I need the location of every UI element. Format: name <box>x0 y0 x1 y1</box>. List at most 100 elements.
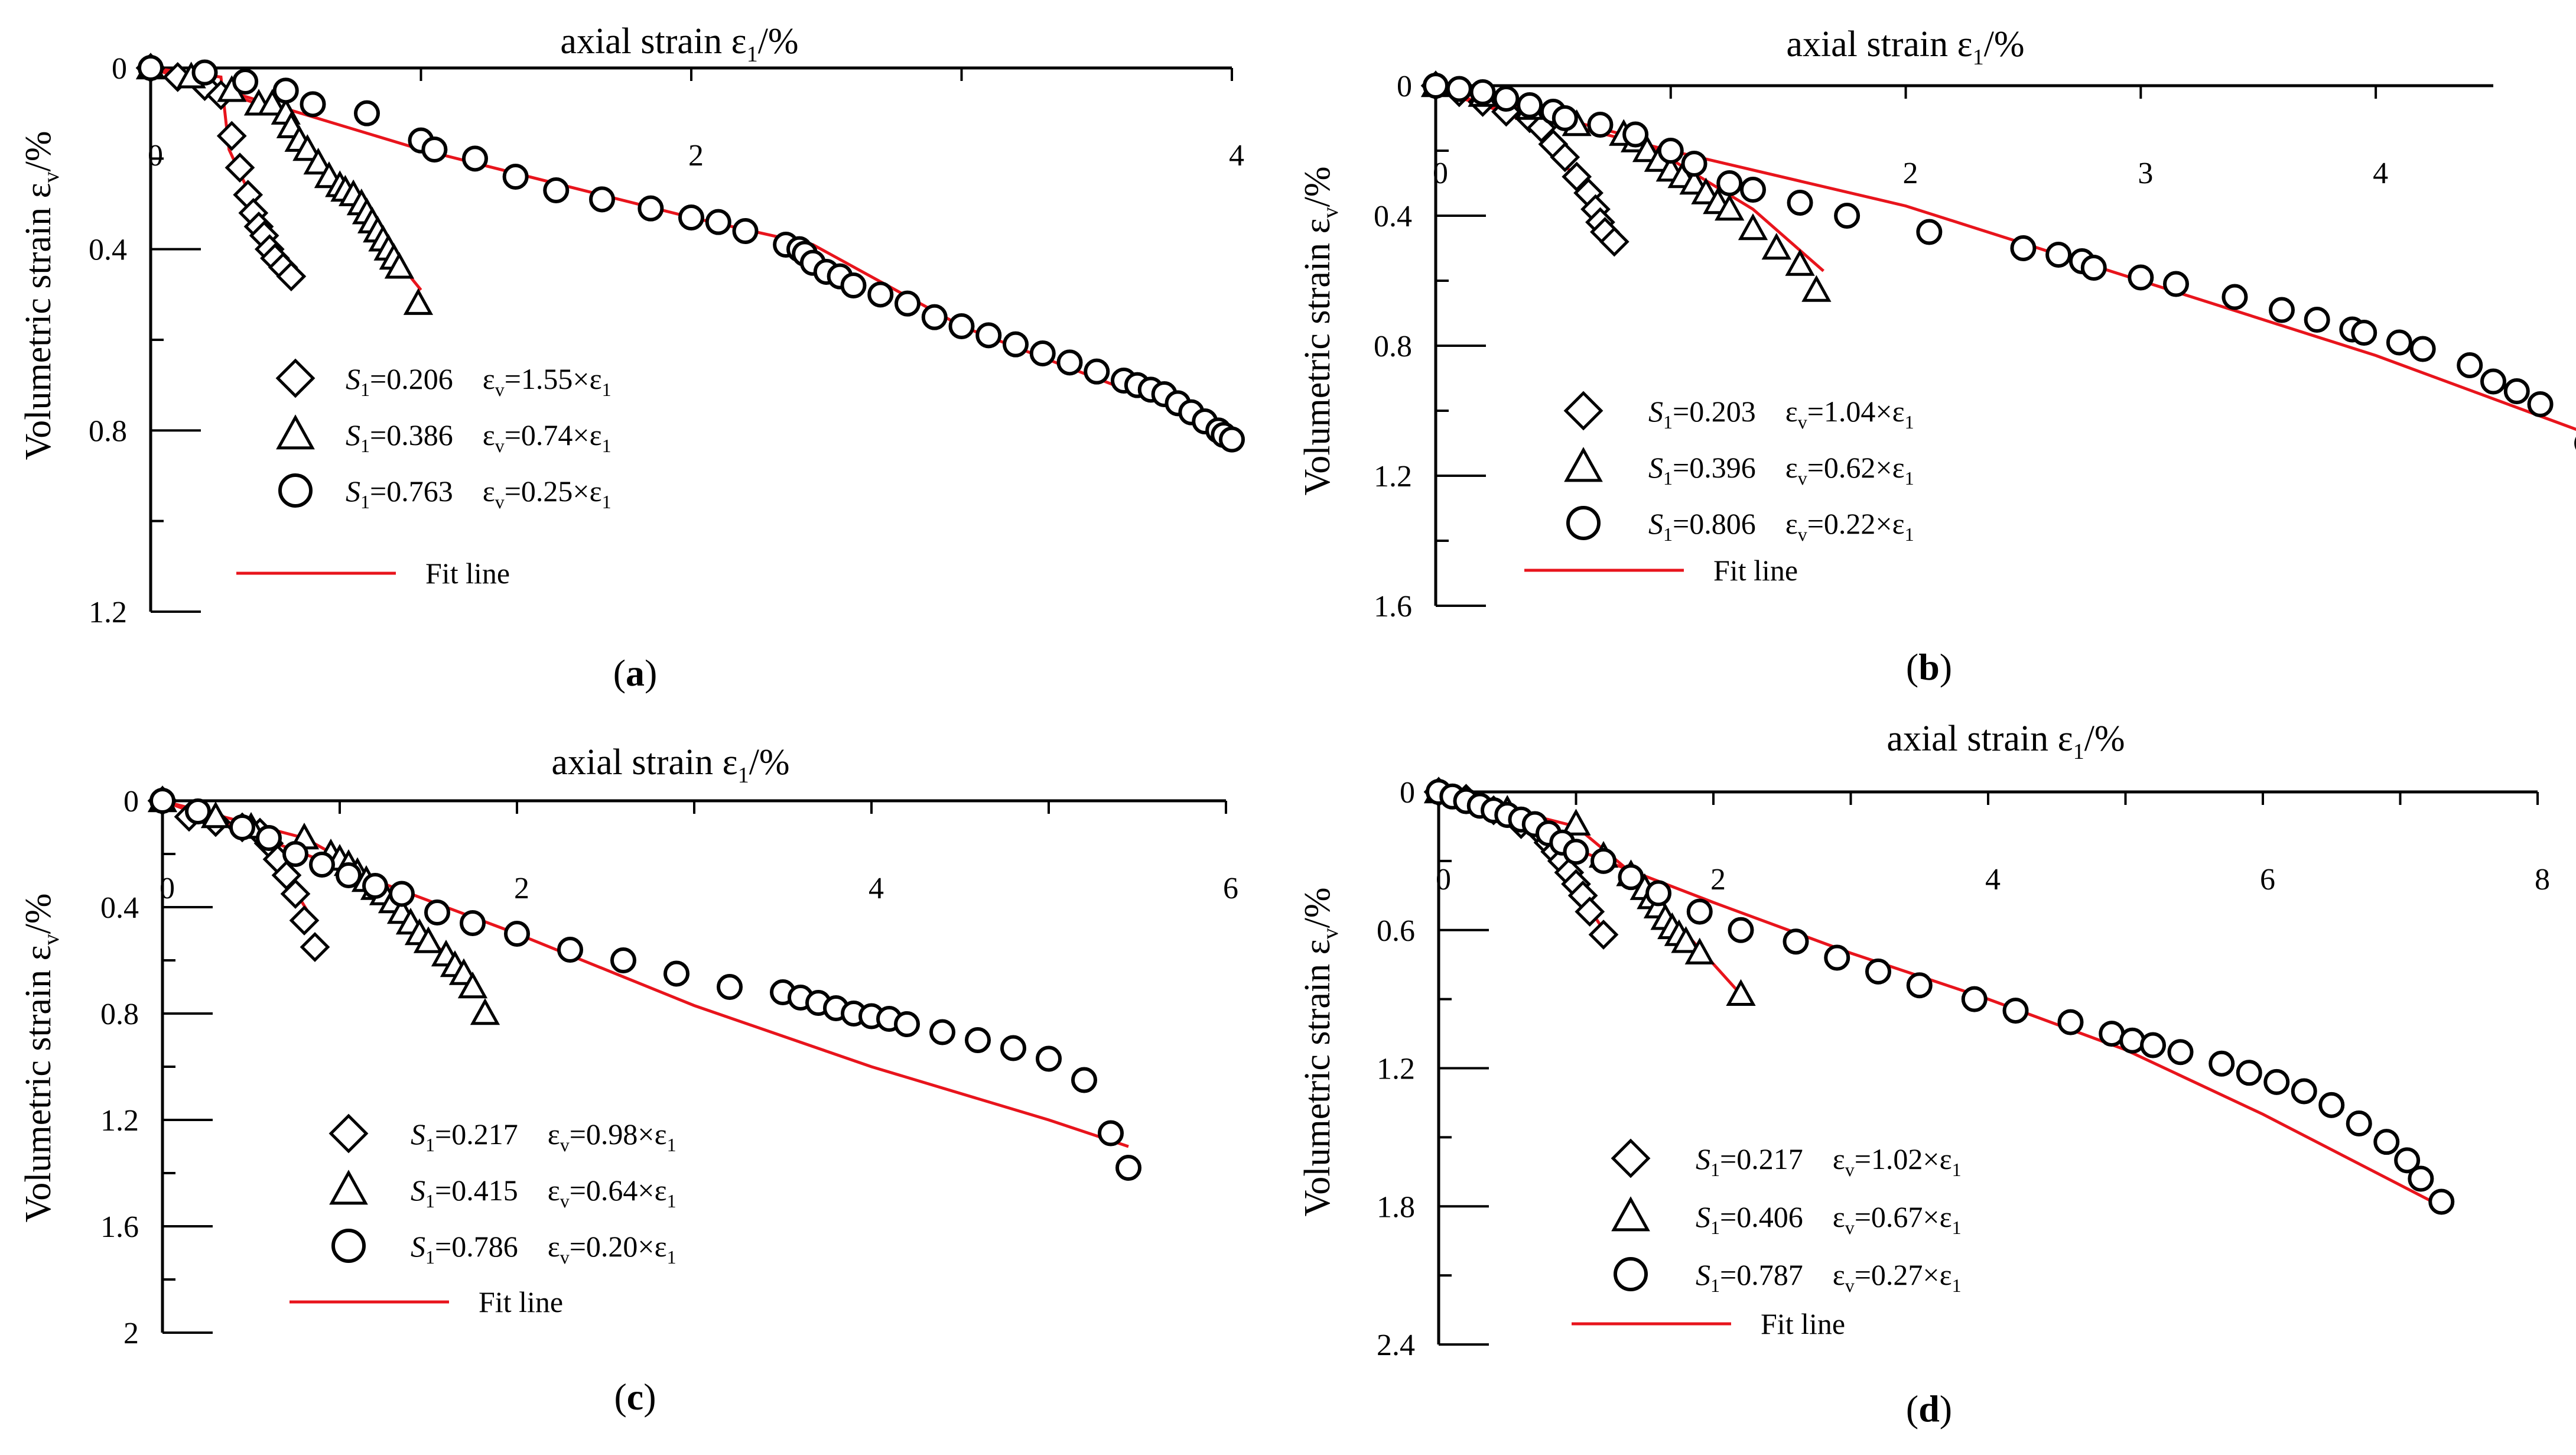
legend-fit-label: Fit line <box>1761 1307 1845 1340</box>
data-point-circle <box>929 1019 955 1045</box>
data-point-diamond <box>1550 142 1580 173</box>
y-tick-label: 0.8 <box>100 998 139 1031</box>
legend-entry: S1=0.787 εv=0.27×ε1 <box>1696 1258 1962 1296</box>
data-point-circle <box>1423 73 1449 99</box>
data-point-circle <box>1824 944 1850 971</box>
data-point-circle <box>1446 76 1472 102</box>
y-tick-label: 0.4 <box>1374 200 1412 233</box>
x-tick-label: 8 <box>2535 863 2550 897</box>
series-circle <box>1426 779 2455 1215</box>
data-point-circle <box>1728 917 1754 943</box>
data-point-triangle <box>1671 926 1701 953</box>
legend-fit-label: Fit line <box>425 557 510 590</box>
legend-entry: S1=0.217 εv=0.98×ε1 <box>411 1118 676 1155</box>
legend-entry: S1=0.396 εv=0.62×ε1 <box>1648 451 1914 489</box>
data-point-circle <box>1657 138 1684 164</box>
data-point-circle <box>921 304 948 330</box>
y-tick-label: 1.2 <box>1377 1053 1415 1086</box>
y-axis-label: Volumetric strain εv/% <box>18 131 64 460</box>
data-point-circle <box>1681 151 1707 177</box>
chart-panel-b: 0 2 3 4 0 0.4 0.8 1.2 1.6 axial strain ε1/% Volume… <box>1297 24 2576 688</box>
y-axis-label: Volumetric strain εv/% <box>1297 166 1343 495</box>
panel-label: (c) <box>614 1376 656 1418</box>
data-point-circle <box>1036 1045 1062 1072</box>
data-point-circle <box>191 59 218 86</box>
data-point-triangle <box>470 998 500 1025</box>
x-tick-label: 0 <box>1436 863 1451 897</box>
data-point-circle <box>2480 368 2506 395</box>
legend-entry: S1=0.217 εv=1.02×ε1 <box>1696 1142 1962 1180</box>
data-point-circle <box>2222 284 2248 310</box>
data-point-circle <box>2346 1110 2372 1136</box>
chart-panel-d: 0 2 4 6 8 0 0.6 1.2 1.8 2.4 axial strain ε1/% Volum… <box>1297 719 2550 1430</box>
data-point-circle <box>2394 1147 2421 1174</box>
legend-marker-circle <box>278 473 313 508</box>
x-tick-label: 4 <box>1229 139 1244 173</box>
data-point-triangle <box>292 134 323 161</box>
data-point-circle <box>1740 177 1766 203</box>
data-point-circle <box>460 910 486 936</box>
data-point-circle <box>1787 190 1813 216</box>
data-point-circle <box>948 313 975 339</box>
legend: S1=0.203 εv=1.04×ε1 S1=0.396 εv=0.62×ε1 S1… <box>1524 391 1914 587</box>
data-point-circle <box>1115 1155 1141 1181</box>
data-point-circle <box>638 195 664 222</box>
x-tick-label: 4 <box>1985 863 2001 897</box>
data-point-circle <box>2291 1078 2317 1105</box>
data-point-circle <box>589 186 616 213</box>
y-tick-label: 0.4 <box>100 891 139 925</box>
data-point-circle <box>2167 1039 2194 1066</box>
data-point-circle <box>867 281 894 308</box>
data-point-circle <box>894 1011 920 1037</box>
data-point-circle <box>354 100 380 126</box>
legend-marker-circle <box>1614 1257 1648 1291</box>
legend-marker-triangle <box>1611 1196 1650 1232</box>
x-axis-label: axial strain ε1/% <box>551 742 789 788</box>
data-point-circle <box>2045 242 2072 268</box>
data-point-circle <box>2373 1129 2400 1155</box>
legend-entry: S1=0.786 εv=0.20×ε1 <box>411 1230 676 1268</box>
panel-label: (d) <box>1906 1388 1952 1430</box>
panel-label: (b) <box>1906 646 1952 688</box>
x-tick-label: 4 <box>2373 157 2388 190</box>
x-tick-label: 4 <box>869 872 884 905</box>
data-point-circle <box>2503 378 2530 404</box>
data-point-circle <box>975 322 1002 349</box>
data-point-circle <box>300 91 326 118</box>
legend-entry: S1=0.415 εv=0.64×ε1 <box>411 1174 676 1212</box>
legend-entry: S1=0.406 εv=0.67×ε1 <box>1696 1200 1962 1238</box>
data-point-triangle <box>1632 135 1663 163</box>
y-tick-label: 0 <box>123 785 139 819</box>
panels: 0 2 4 0 0.4 0.8 1.2 axial strain ε1/% Volumetric… <box>18 21 2576 1430</box>
data-point-circle <box>2351 320 2377 346</box>
data-point-circle <box>462 145 488 172</box>
data-point-triangle <box>1684 937 1715 964</box>
x-tick-label: 0 <box>160 872 175 905</box>
data-point-diamond <box>289 905 320 936</box>
data-point-circle <box>272 77 299 104</box>
data-point-triangle <box>1561 808 1591 836</box>
legend: S1=0.206 εv=1.55×ε1 S1=0.386 εv=0.74×ε1 S1… <box>236 358 612 590</box>
x-axis-label: axial strain ε1/% <box>560 21 798 67</box>
data-point-triangle <box>457 971 488 999</box>
data-point-circle <box>1000 1035 1026 1061</box>
series-circle <box>1423 73 2576 450</box>
data-point-circle <box>663 960 689 987</box>
legend-entry: S1=0.206 εv=1.55×ε1 <box>346 362 612 400</box>
data-point-circle <box>2304 307 2330 333</box>
y-tick-label: 0 <box>1400 776 1415 810</box>
legend-marker-circle <box>331 1229 366 1263</box>
chart-panel-c: 0 2 4 6 0 0.4 0.8 1.2 1.6 2 axial strain ε1/% Volum… <box>18 742 1238 1418</box>
series-circle <box>138 55 1245 453</box>
data-point-triangle <box>1785 249 1815 276</box>
data-point-diamond <box>280 879 311 909</box>
data-point-circle <box>1783 928 1809 955</box>
x-tick-label: 2 <box>514 872 529 905</box>
legend-entry: S1=0.203 εv=1.04×ε1 <box>1648 395 1914 433</box>
x-tick-label: 2 <box>688 139 704 173</box>
legend-entry: S1=0.806 εv=0.22×ε1 <box>1648 507 1914 545</box>
data-point-circle <box>138 55 164 81</box>
data-point-circle <box>732 218 759 244</box>
data-point-circle <box>336 862 362 888</box>
